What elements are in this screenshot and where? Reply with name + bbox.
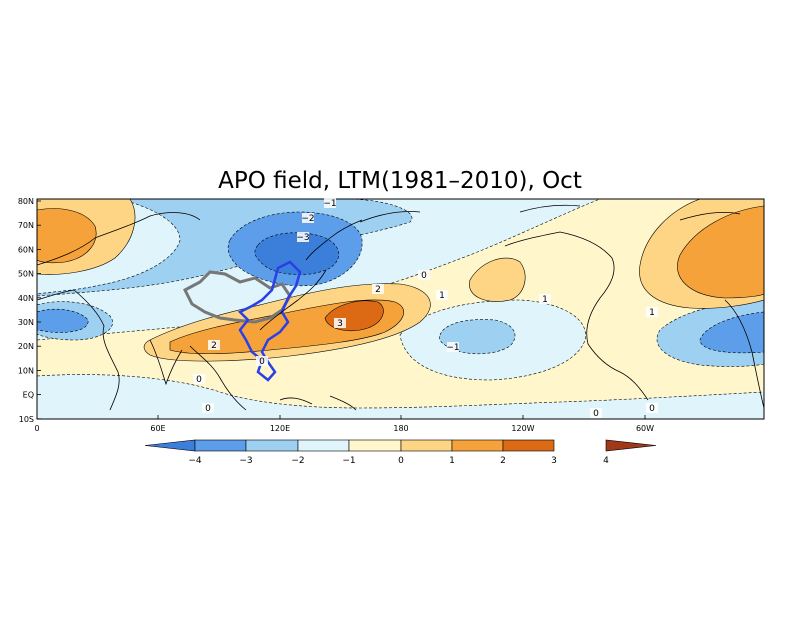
contour-label: 2 <box>375 285 381 295</box>
latitude-labels: 80N 70N 60N 50N 40N 30N 20N 10N EQ 10S <box>18 197 41 424</box>
colorbar-segment <box>245 439 299 452</box>
contour-label-bg <box>436 290 448 300</box>
contour-label: 0 <box>196 375 202 385</box>
lat-label: 60N <box>18 245 34 254</box>
pos2-n-atlantic <box>677 205 764 299</box>
lat-label: 10S <box>19 415 34 424</box>
map-frame <box>36 198 765 420</box>
lat-label: 40N <box>18 294 34 303</box>
contour-label: −1 <box>323 199 336 209</box>
lon-label: 180 <box>393 424 408 433</box>
colorbar-tick-label: −4 <box>188 456 202 466</box>
colorbar-tick-label: 4 <box>603 456 609 466</box>
contour-label-bg <box>539 294 551 304</box>
contour-label: 1 <box>542 295 548 305</box>
contour-label: 1 <box>439 291 445 301</box>
colorbar-tick-label: −1 <box>342 456 355 466</box>
colorbar-tick-label: −3 <box>239 456 252 466</box>
lat-label: 10N <box>18 366 34 375</box>
contour-labels: −1 −2 −3 0 1 2 3 2 1 −1 0 1 0 0 0 0 <box>193 198 658 419</box>
contour-label-bg <box>256 356 268 366</box>
colorbar-tick-label: −2 <box>291 456 304 466</box>
contour-label-bg <box>418 270 430 280</box>
pos2-europe <box>37 208 97 264</box>
pos-ne-pacific <box>469 257 526 302</box>
contour-label: 1 <box>649 308 655 318</box>
lat-label: 20N <box>18 342 34 351</box>
neg2-atlantic <box>699 311 764 354</box>
contour-label-bg <box>646 307 658 317</box>
contour-label: 0 <box>593 409 599 419</box>
colorbar-segment <box>194 439 247 452</box>
contour-label: 0 <box>421 271 427 281</box>
contour-label: 3 <box>337 319 343 329</box>
colorbar-tick-label: 2 <box>500 456 506 466</box>
contour-label-bg <box>302 213 314 223</box>
contour-label-bg <box>202 403 214 413</box>
colorbar <box>144 439 657 452</box>
colorbar-right-arrow <box>605 439 657 452</box>
colorbar-segment <box>297 439 350 452</box>
contour-label-bg <box>324 198 336 208</box>
colorbar-tick-label: 0 <box>398 456 404 466</box>
colorbar-segment <box>502 439 555 452</box>
contour-label-bg <box>372 284 384 294</box>
neg2-west-asia <box>37 308 89 333</box>
longitude-labels: 0 60E 120E 180 120W 60W <box>34 415 654 433</box>
lat-label: 50N <box>18 270 34 279</box>
coastlines <box>37 204 764 411</box>
contour-label-bg <box>590 408 602 418</box>
lon-label: 120W <box>511 424 534 433</box>
lat-label: 80N <box>18 197 34 206</box>
contour-label-bg <box>208 340 220 350</box>
colorbar-tick-labels: −4 −3 −2 −1 0 1 2 3 4 <box>188 456 609 466</box>
lon-label: 120E <box>270 424 290 433</box>
contour-label-bg <box>447 342 459 352</box>
contour-label: −2 <box>301 214 314 224</box>
contour-label: −1 <box>446 343 459 353</box>
contour-label-bg <box>193 374 205 384</box>
lat-label: EQ <box>23 391 34 400</box>
lat-label: 70N <box>18 221 34 230</box>
contour-label: 0 <box>259 357 265 367</box>
colorbar-tick-label: 3 <box>551 456 557 466</box>
lon-label: 60E <box>150 424 165 433</box>
lat-label: 30N <box>18 318 34 327</box>
blue-region-outline <box>237 260 302 382</box>
contour-label-bg <box>297 232 309 242</box>
contour-label: 0 <box>649 404 655 414</box>
lon-label: 0 <box>34 424 39 433</box>
colorbar-left-arrow <box>144 439 196 452</box>
colorbar-segment <box>400 439 453 452</box>
colorbar-segment <box>451 439 504 452</box>
map-panel <box>37 199 764 419</box>
neg-tropics <box>37 374 764 419</box>
map-title: APO field, LTM(1981–2010), Oct <box>218 168 582 194</box>
colorbar-tick-label: 1 <box>449 456 455 466</box>
contour-label-bg <box>646 403 658 413</box>
contour-label: −3 <box>296 233 309 243</box>
contour-label-bg <box>334 318 346 328</box>
lon-label: 60W <box>636 424 654 433</box>
contour-label: 0 <box>205 404 211 414</box>
contour-label: 2 <box>211 341 217 351</box>
colorbar-segment <box>348 439 402 452</box>
